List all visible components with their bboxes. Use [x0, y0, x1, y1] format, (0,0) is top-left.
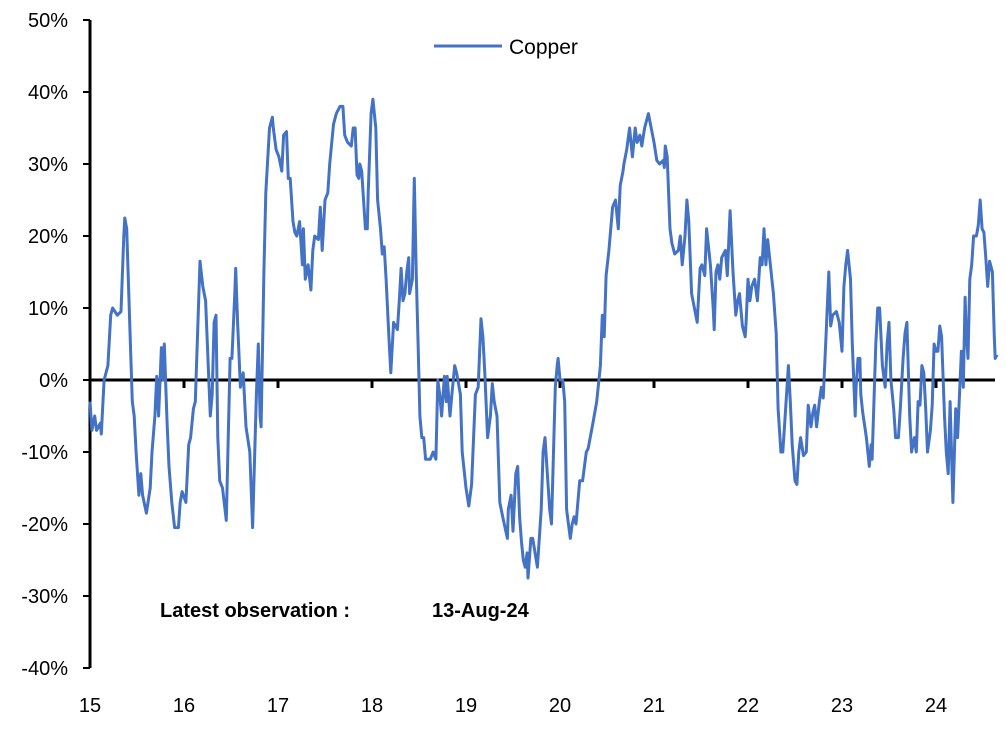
y-tick-label: 20% — [28, 226, 68, 248]
y-tick-label: -10% — [21, 442, 68, 464]
y-tick-label: 0% — [39, 370, 68, 392]
x-tick-label: 16 — [173, 695, 195, 717]
y-tick-label: -40% — [21, 658, 68, 680]
series-line-copper — [88, 97, 999, 580]
legend: Copper — [434, 36, 578, 59]
y-tick-label: -20% — [21, 514, 68, 536]
x-tick-label: 19 — [455, 695, 477, 717]
x-tick-label: 24 — [925, 695, 947, 717]
legend-label-copper: Copper — [509, 36, 578, 59]
y-tick-label: 30% — [28, 154, 68, 176]
x-tick-label: 21 — [643, 695, 665, 717]
y-tick-label: 40% — [28, 82, 68, 104]
x-tick-label: 20 — [549, 695, 571, 717]
y-axis: 50% 40% 30% 20% 10% 0% -10% -20% -30% -40% — [21, 10, 92, 680]
y-tick-label: -30% — [21, 586, 68, 608]
latest-observation-label: Latest observation : — [160, 600, 350, 622]
x-tick-label: 17 — [267, 695, 289, 717]
x-tick-label: 18 — [361, 695, 383, 717]
x-tick-label: 15 — [79, 695, 101, 717]
y-tick-label: 10% — [28, 298, 68, 320]
latest-observation-date: 13-Aug-24 — [432, 600, 530, 622]
y-tick-label: 50% — [28, 10, 68, 32]
x-tick-label: 23 — [831, 695, 853, 717]
x-tick-label: 22 — [737, 695, 759, 717]
